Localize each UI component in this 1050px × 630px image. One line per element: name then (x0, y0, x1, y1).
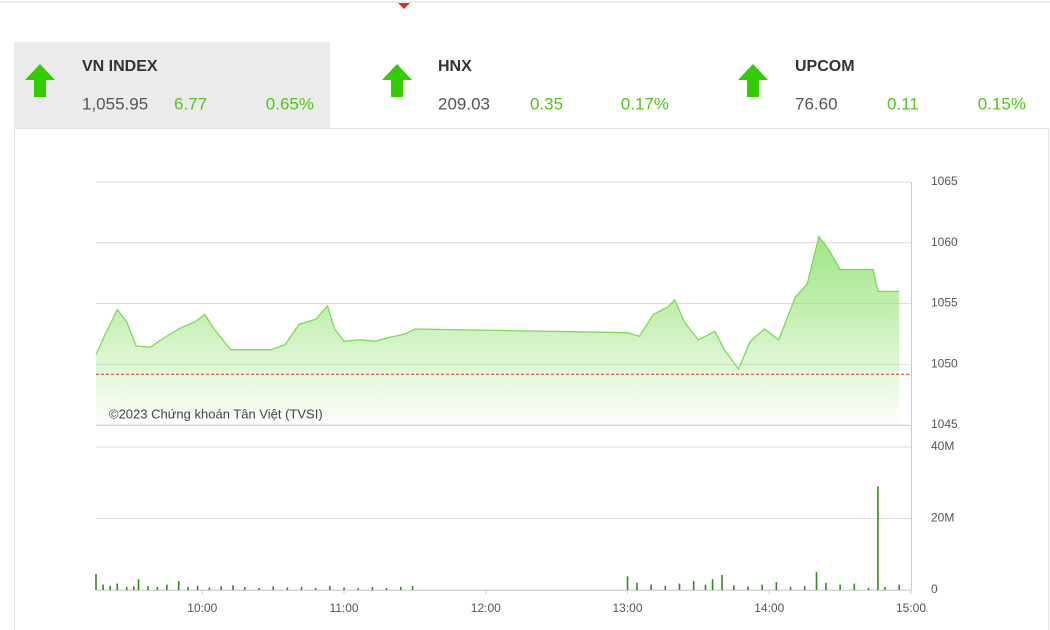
index-change: 0.11 (887, 94, 919, 113)
x-tick-label: 12:00 (471, 601, 501, 615)
volume-bar (711, 579, 714, 590)
index-name: HNX (438, 58, 472, 75)
volume-bar (721, 574, 723, 590)
index-percent: 0.65% (266, 94, 314, 113)
volume-bar (137, 579, 140, 590)
volume-bar (132, 586, 135, 590)
indicator (398, 3, 410, 9)
volume-bar (761, 584, 763, 590)
index-value: 209.03 (438, 94, 490, 113)
tab[interactable]: UPCOM 76.60 0.11 0.15% (738, 58, 1026, 113)
volume-bar (664, 585, 667, 590)
volume-bar (329, 585, 331, 590)
y-tick-label: 1065 (931, 174, 958, 188)
watermark: ©2023 Chứng khoán Tân Việt (TVSI) (109, 406, 323, 421)
volume-bar (300, 586, 303, 590)
index-change: 6.77 (174, 94, 207, 113)
volume-bar (166, 584, 168, 590)
y-tick-label: 0 (931, 582, 938, 596)
volume-bar (839, 584, 841, 590)
volume-bar (147, 586, 149, 590)
index-name: UPCOM (795, 58, 855, 75)
active-tab-bg (14, 42, 330, 128)
volume-bar (650, 584, 652, 590)
y-tick-label: 1060 (931, 235, 958, 249)
volume-bar (314, 587, 317, 590)
y-tick-label: 20M (931, 511, 954, 525)
volume-bar (125, 586, 128, 590)
tab[interactable]: HNX 209.03 0.35 0.17% (382, 58, 669, 113)
y-tick-label: 1045 (931, 417, 958, 431)
volume-bar (258, 587, 260, 590)
x-tick-label: 14:00 (754, 601, 784, 615)
volume-bar (187, 586, 189, 590)
volume-bar (343, 587, 345, 590)
index-value: 76.60 (795, 94, 838, 113)
volume-bar (102, 584, 104, 590)
x-tick-label: 15:00 (896, 601, 926, 615)
volume-bar (357, 588, 360, 590)
volume-bar (109, 585, 111, 590)
volume-bar (272, 586, 274, 590)
volume-bar (825, 582, 827, 590)
volume-bar (196, 585, 199, 590)
volume-bar (208, 587, 211, 590)
volume-bar (244, 587, 246, 590)
volume-bar (177, 581, 180, 590)
price-line (95, 235, 900, 371)
volume-bar (385, 587, 388, 590)
volume-bar (789, 586, 792, 590)
up-arrow (738, 64, 768, 97)
volume-bar (803, 586, 806, 590)
volume-bar (704, 584, 707, 590)
volume-bar (411, 586, 414, 590)
y-tick-label: 40M (931, 439, 954, 453)
y-tick-label: 1050 (931, 356, 958, 370)
volume-bar (371, 587, 374, 590)
up-arrow (382, 64, 412, 97)
index-name: VN INDEX (82, 58, 158, 75)
volume-bar (95, 573, 97, 590)
index-value: 1,055.95 (82, 94, 148, 113)
x-tick-label: 13:00 (613, 601, 643, 615)
volume-bar (867, 587, 870, 590)
volume-bar (286, 587, 289, 590)
volume-bar (220, 586, 223, 590)
index-percent: 0.15% (978, 94, 1026, 113)
y-tick-label: 1055 (931, 296, 958, 310)
panel (14, 128, 1049, 630)
volume-bar (747, 586, 749, 590)
volume-bar (626, 576, 629, 590)
volume-bar (853, 583, 856, 590)
volume-bar (116, 583, 119, 590)
x-tick-label: 11:00 (329, 601, 358, 615)
x-tick-label: 10:00 (187, 601, 217, 615)
volume-bar (678, 583, 681, 590)
volume-bar (733, 585, 735, 590)
volume-bar (884, 587, 886, 590)
up-arrow (25, 64, 55, 97)
charts: 1045 1050 1055 1060 1065 0 20M 40M 10:00 11:00 12:… (95, 174, 958, 615)
volume-bar (815, 572, 818, 590)
volume-bar (636, 582, 638, 590)
volume-bar (877, 486, 879, 590)
volume-bar (775, 582, 778, 590)
index-change: 0.35 (530, 94, 563, 113)
volume-bar (399, 586, 402, 590)
volume-bar (898, 584, 900, 590)
volume-bar (692, 581, 695, 590)
volume-bar (156, 587, 159, 590)
tab[interactable]: VN INDEX 1,055.95 6.77 0.65% (25, 58, 314, 113)
volume-bar (232, 585, 234, 590)
index-percent: 0.17% (621, 94, 669, 113)
